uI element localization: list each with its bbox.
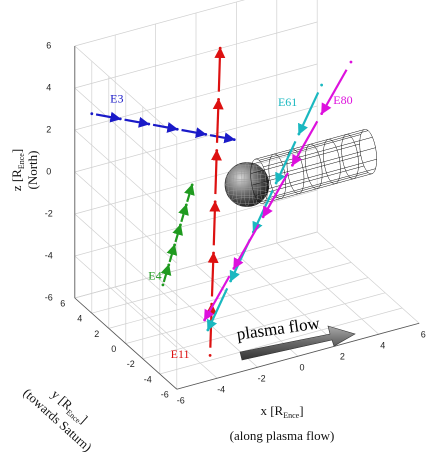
wake-ring — [342, 134, 359, 179]
z-axis-label-2: (North) — [25, 151, 40, 190]
trajectory-point — [162, 284, 165, 287]
z-tick-label: -2 — [45, 208, 53, 218]
y-tick-label: -6 — [161, 390, 169, 400]
trajectory-point — [350, 61, 353, 64]
trajectory-point — [206, 329, 209, 332]
series-label: E3 — [110, 91, 123, 105]
y-axis-label-group: y [REnce] (towards Saturn) — [20, 372, 107, 455]
trajectory-point — [217, 98, 220, 101]
trajectory-arrow — [215, 150, 216, 194]
x-axis-label-2: (along plasma flow) — [230, 428, 335, 443]
y-tick-label: 4 — [77, 314, 82, 324]
trajectory-point — [219, 47, 222, 50]
x-label-sub: Ence — [283, 411, 299, 420]
y-tick-label: -4 — [144, 374, 152, 384]
trajectory-point — [262, 215, 265, 218]
trajectory-point — [229, 280, 232, 283]
x-label-main: x [R — [260, 403, 283, 418]
y-tick-label: -2 — [127, 359, 135, 369]
trajectory-arrow — [217, 99, 219, 142]
z-tick-label: -4 — [45, 250, 53, 260]
x-tick-label: 2 — [340, 352, 345, 362]
wake-line — [263, 137, 372, 167]
trajectory-point — [232, 267, 235, 270]
trajectory-arrow — [219, 48, 220, 92]
trajectory-point — [233, 138, 236, 141]
wake-line — [259, 173, 368, 203]
trajectory-point — [275, 182, 278, 185]
trajectory-point — [320, 112, 323, 115]
trajectory-point — [291, 164, 294, 167]
trajectory-arrow — [205, 276, 230, 320]
plasma-flow-arrow: plasma flow — [235, 313, 355, 360]
x-tick-label: 4 — [380, 341, 385, 351]
series-label: E61 — [278, 95, 297, 109]
trajectory-arrow — [299, 92, 318, 134]
trajectory-arrow — [322, 70, 347, 114]
trajectory-arrow — [175, 225, 180, 242]
trajectory-arrow — [234, 225, 259, 269]
page: {"chart_data": { "type": "line3d", "seri… — [0, 0, 428, 458]
x-tick-label: 6 — [421, 330, 426, 340]
y-tick-label: 2 — [94, 329, 99, 339]
chart: -6 -4 -2 0 2 4 6 -6 -4 -2 0 2 4 6 -6 -4 -2 0 2 4 6 E3 E4 E11 E… — [0, 0, 428, 458]
z-tick-label: -6 — [45, 292, 53, 302]
series-label: E80 — [333, 93, 352, 107]
trajectory-arrow — [181, 205, 186, 222]
z-tick-label: 0 — [46, 166, 51, 176]
trajectory-point — [176, 128, 179, 131]
x-tick-label: 0 — [299, 363, 304, 373]
trajectory-point — [209, 354, 212, 357]
z-label-end: ] — [9, 149, 24, 153]
trajectory-point — [215, 149, 218, 152]
enceladus-and-wake — [225, 129, 377, 206]
trajectory-arrow — [187, 185, 192, 202]
trajectory-point — [297, 133, 300, 136]
trajectory-point — [90, 112, 93, 115]
trajectory-point — [167, 263, 170, 266]
trajectory-arrow — [214, 202, 215, 246]
trajectory-point — [214, 200, 217, 203]
y-tick-label: 6 — [60, 298, 65, 308]
trajectory-point — [212, 252, 215, 255]
trajectory-point — [191, 183, 194, 186]
trajectory-point — [119, 117, 122, 120]
trajectory-arrow — [210, 135, 234, 139]
x-tick-label: -6 — [177, 396, 185, 406]
series-label: E11 — [171, 347, 190, 361]
trajectory-arrow — [153, 125, 177, 129]
trajectory-point — [173, 243, 176, 246]
trajectory-arrow — [182, 130, 206, 134]
x-label-end: ] — [299, 403, 303, 418]
wake-line — [251, 144, 360, 174]
wake-line — [259, 131, 368, 161]
trajectory-arrow — [125, 120, 149, 124]
x-tick-label: -4 — [217, 385, 225, 395]
series-label: E4 — [148, 269, 161, 283]
trajectory-point — [185, 203, 188, 206]
z-label-main: z [R — [9, 169, 24, 191]
trajectory-point — [179, 223, 182, 226]
z-axis-label-group: z [REnce] (North) — [9, 149, 40, 191]
trajectory-point — [203, 319, 206, 322]
enceladus-sphere — [225, 163, 269, 207]
trajectory-point — [147, 123, 150, 126]
trajectory-arrow — [212, 253, 214, 296]
y-tick-label: 0 — [111, 344, 116, 354]
z-tick-label: 2 — [46, 124, 51, 134]
z-tick-label: 6 — [46, 40, 51, 50]
x-axis-label: x [REnce] — [260, 403, 303, 420]
trajectory-point — [204, 133, 207, 136]
z-tick-label: 4 — [46, 82, 51, 92]
x-tick-label: -2 — [258, 374, 266, 384]
wake-ring — [360, 129, 377, 174]
wake-ring — [323, 139, 340, 184]
trajectory-point — [320, 84, 323, 87]
z-axis-label: z [REnce] — [9, 149, 26, 191]
